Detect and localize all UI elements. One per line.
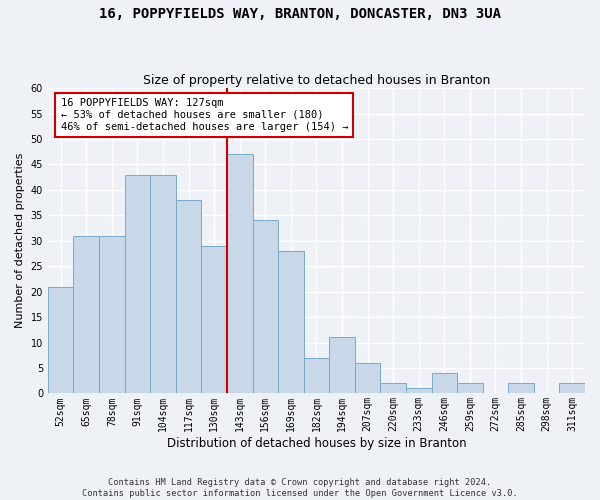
Bar [406,388,431,394]
Bar [125,174,150,394]
Bar [150,174,176,394]
Bar [73,236,99,394]
Bar [457,383,482,394]
Bar [559,383,585,394]
Title: Size of property relative to detached houses in Branton: Size of property relative to detached ho… [143,74,490,87]
Bar [355,363,380,394]
Bar [253,220,278,394]
Text: 16, POPPYFIELDS WAY, BRANTON, DONCASTER, DN3 3UA: 16, POPPYFIELDS WAY, BRANTON, DONCASTER,… [99,8,501,22]
Bar [202,246,227,394]
Y-axis label: Number of detached properties: Number of detached properties [15,153,25,328]
Bar [176,200,202,394]
Bar [380,383,406,394]
Bar [99,236,125,394]
Bar [304,358,329,394]
Text: 16 POPPYFIELDS WAY: 127sqm
← 53% of detached houses are smaller (180)
46% of sem: 16 POPPYFIELDS WAY: 127sqm ← 53% of deta… [61,98,348,132]
Bar [227,154,253,394]
Text: Contains HM Land Registry data © Crown copyright and database right 2024.
Contai: Contains HM Land Registry data © Crown c… [82,478,518,498]
Bar [431,373,457,394]
Bar [329,338,355,394]
Bar [508,383,534,394]
Bar [48,286,73,394]
X-axis label: Distribution of detached houses by size in Branton: Distribution of detached houses by size … [167,437,466,450]
Bar [278,251,304,394]
